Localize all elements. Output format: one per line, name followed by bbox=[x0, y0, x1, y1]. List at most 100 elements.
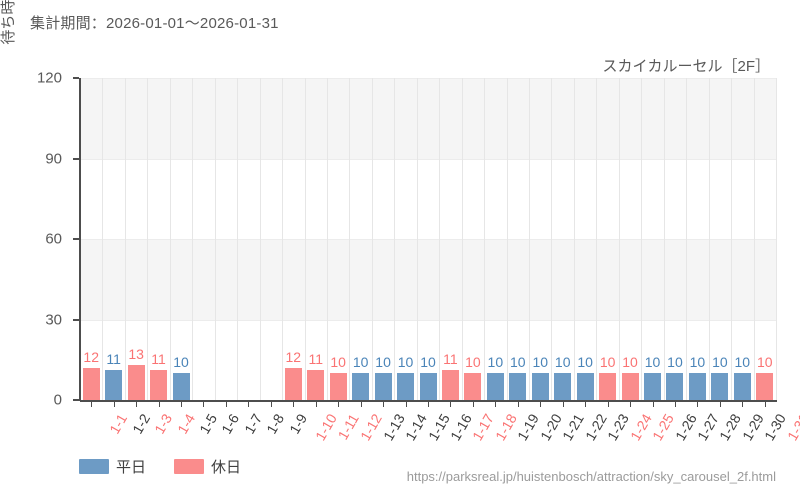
x-axis-tick bbox=[540, 401, 542, 407]
chart-plot-area bbox=[80, 78, 777, 401]
chart-gridline-vertical bbox=[462, 78, 463, 400]
x-axis-tick-label: 1-2 bbox=[128, 411, 153, 437]
chart-bar[interactable] bbox=[599, 373, 617, 400]
chart-gridline-vertical bbox=[282, 78, 283, 400]
chart-gridline-vertical bbox=[776, 78, 777, 400]
chart-bar[interactable] bbox=[127, 365, 145, 400]
chart-bar[interactable] bbox=[509, 373, 527, 400]
chart-bar-value-label: 10 bbox=[375, 354, 391, 371]
chart-gridline-vertical bbox=[170, 78, 171, 400]
chart-bar-value-label: 10 bbox=[667, 354, 683, 371]
chart-bar[interactable] bbox=[688, 373, 706, 400]
x-axis-tick bbox=[203, 401, 205, 407]
x-axis-tick bbox=[652, 401, 654, 407]
x-axis-tick bbox=[181, 401, 183, 407]
chart-bar-value-label: 11 bbox=[308, 351, 323, 368]
y-axis-tick bbox=[73, 318, 79, 321]
chart-gridline-vertical bbox=[731, 78, 732, 400]
chart-gridline-horizontal bbox=[80, 319, 776, 321]
x-axis-tick bbox=[607, 401, 609, 407]
x-axis-tick bbox=[742, 401, 744, 407]
x-axis-tick-label: 1-30 bbox=[761, 411, 790, 444]
chart-gridline-vertical bbox=[484, 78, 485, 400]
chart-bar[interactable] bbox=[486, 373, 504, 400]
chart-bar[interactable] bbox=[284, 367, 302, 400]
chart-bar[interactable] bbox=[105, 370, 123, 400]
legend-swatch-icon bbox=[174, 459, 204, 474]
chart-bar[interactable] bbox=[329, 373, 347, 400]
legend-item-weekday[interactable]: 平日 bbox=[78, 456, 146, 477]
chart-bar-value-label: 10 bbox=[577, 354, 593, 371]
chart-gridline-horizontal bbox=[80, 239, 776, 240]
chart-bar[interactable] bbox=[531, 373, 549, 400]
chart-bar-value-label: 10 bbox=[644, 354, 661, 371]
chart-bar[interactable] bbox=[441, 370, 459, 400]
chart-bar[interactable] bbox=[756, 373, 774, 400]
x-axis-tick-label: 1-9 bbox=[285, 411, 310, 437]
y-axis-title: 待ち時間（分）min bbox=[0, 0, 18, 100]
chart-gridline-vertical bbox=[192, 78, 193, 400]
chart-bar[interactable] bbox=[711, 373, 729, 400]
chart-band bbox=[80, 78, 776, 159]
chart-gridline-vertical bbox=[237, 78, 238, 400]
legend-label: 平日 bbox=[115, 459, 146, 476]
chart-bar[interactable] bbox=[733, 373, 751, 400]
x-axis-tick bbox=[91, 401, 93, 407]
x-axis-tick-label: 1-4 bbox=[173, 411, 198, 437]
x-axis-tick-label: 1-11 bbox=[334, 411, 362, 443]
chart-gridline-vertical bbox=[102, 78, 103, 400]
y-axis-tick bbox=[73, 399, 79, 401]
chart-bar[interactable] bbox=[172, 373, 190, 400]
chart-bar[interactable] bbox=[666, 373, 684, 400]
chart-bar[interactable] bbox=[374, 373, 392, 400]
x-axis-tick bbox=[674, 401, 676, 407]
x-axis-tick bbox=[697, 401, 699, 407]
chart-bar[interactable] bbox=[352, 373, 370, 400]
chart-bar[interactable] bbox=[576, 373, 594, 400]
chart-bar-value-label: 11 bbox=[151, 351, 166, 368]
x-axis-tick-label: 1-21 bbox=[559, 411, 588, 444]
chart-bar-value-label: 12 bbox=[83, 348, 99, 365]
chart-bar[interactable] bbox=[419, 373, 437, 400]
chart-gridline-horizontal bbox=[80, 158, 776, 160]
chart-bar[interactable] bbox=[464, 373, 482, 400]
x-axis-tick bbox=[719, 401, 721, 407]
chart-gridline-vertical bbox=[305, 78, 306, 400]
chart-bar-value-label: 10 bbox=[554, 354, 571, 371]
chart-gridline-vertical bbox=[372, 78, 373, 400]
chart-bar[interactable] bbox=[307, 370, 325, 400]
chart-bar[interactable] bbox=[82, 367, 100, 400]
y-axis-tick-label: 60 bbox=[45, 230, 62, 248]
chart-gridline-horizontal bbox=[80, 78, 776, 79]
x-axis-tick bbox=[360, 401, 362, 407]
chart-bar[interactable] bbox=[644, 373, 662, 400]
chart-bar[interactable] bbox=[397, 373, 415, 400]
x-axis-tick-label: 1-7 bbox=[241, 411, 266, 437]
x-axis-tick bbox=[630, 401, 632, 407]
chart-gridline-vertical bbox=[641, 78, 642, 400]
x-axis-tick bbox=[293, 401, 295, 407]
chart-bar-value-label: 10 bbox=[734, 354, 751, 371]
x-axis-tick-label: 1-3 bbox=[151, 411, 176, 437]
chart-bar-value-label: 10 bbox=[352, 354, 369, 371]
chart-gridline-vertical bbox=[327, 78, 328, 400]
chart-bar-value-label: 13 bbox=[128, 346, 144, 363]
x-axis-tick bbox=[405, 401, 407, 407]
chart-bar[interactable] bbox=[150, 370, 168, 400]
chart-gridline-vertical bbox=[394, 78, 395, 400]
x-axis-tick-label: 1-1 bbox=[106, 411, 131, 437]
chart-bar[interactable] bbox=[554, 373, 572, 400]
x-axis-tick-label: 1-25 bbox=[649, 411, 677, 444]
x-axis-tick bbox=[428, 401, 429, 407]
chart-bar[interactable] bbox=[621, 373, 639, 400]
y-axis-tick bbox=[73, 157, 79, 160]
chart-bar-value-label: 10 bbox=[397, 354, 414, 371]
chart-bar-value-label: 10 bbox=[510, 354, 526, 371]
y-axis-tick-label: 120 bbox=[36, 69, 62, 87]
period-title: 集計期間：2026-01-01〜2026-01-31 bbox=[30, 15, 279, 32]
x-axis-tick-label: 1-24 bbox=[626, 411, 655, 444]
x-axis-tick-label: 1-17 bbox=[469, 411, 498, 444]
legend-item-holiday[interactable]: 休日 bbox=[174, 456, 241, 477]
x-axis-tick bbox=[764, 401, 766, 407]
y-axis-tick-label: 0 bbox=[53, 391, 62, 409]
